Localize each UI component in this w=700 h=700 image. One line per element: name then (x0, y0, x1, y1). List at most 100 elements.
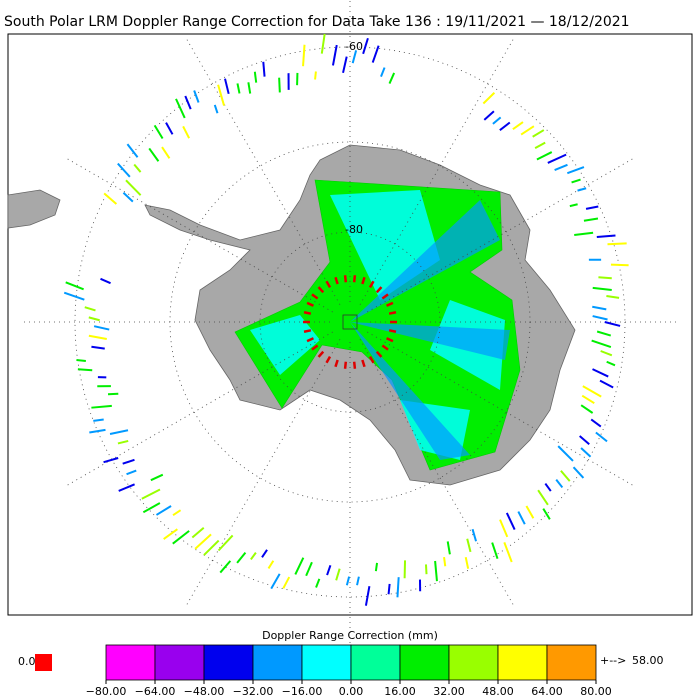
track (386, 337, 394, 343)
track (396, 577, 400, 598)
track (315, 578, 321, 588)
track (503, 542, 513, 563)
track (520, 125, 535, 136)
above-range-label: 58.00 (632, 654, 664, 667)
track (387, 583, 391, 595)
track (579, 435, 590, 446)
track (303, 329, 312, 333)
track (492, 116, 502, 125)
track (532, 129, 545, 138)
track (109, 429, 129, 435)
track (566, 166, 585, 175)
track (361, 359, 366, 368)
colorbar-tick-label: −64.00 (135, 685, 176, 698)
colorbar-swatch (448, 644, 499, 681)
track (368, 356, 375, 364)
track (236, 551, 247, 564)
track (334, 359, 339, 368)
map: -60 -80 (7, 0, 693, 652)
track (598, 276, 612, 280)
track (499, 519, 509, 538)
track (63, 291, 85, 301)
track (303, 311, 312, 315)
track (577, 187, 587, 192)
track (203, 539, 220, 556)
track (325, 280, 332, 288)
track (325, 356, 332, 364)
colorbar-label: Doppler Range Correction (mm) (262, 629, 438, 642)
graticule (359, 339, 516, 608)
track (583, 217, 599, 222)
track (262, 61, 266, 77)
track (343, 361, 348, 369)
colorbar-tick-label: 64.00 (531, 685, 563, 698)
track (582, 385, 602, 398)
track (364, 586, 371, 606)
track (380, 67, 386, 77)
track (607, 242, 627, 246)
track (443, 556, 447, 567)
colorbar-tick-label: −16.00 (282, 685, 323, 698)
track (585, 205, 599, 210)
track (302, 44, 306, 67)
track (122, 458, 135, 465)
latitude-label: -60 (345, 40, 363, 53)
track (172, 530, 190, 545)
track (326, 564, 332, 576)
track (142, 502, 161, 514)
colorbar-swatch (154, 644, 205, 681)
track (525, 505, 535, 519)
colorbar-tick-label: 80.00 (580, 685, 612, 698)
track (351, 50, 358, 64)
track (581, 394, 595, 405)
colorbar-swatch (497, 644, 548, 681)
track (600, 350, 613, 357)
track (569, 203, 578, 208)
track (194, 533, 212, 550)
track (596, 234, 616, 239)
track (592, 305, 607, 311)
track (381, 293, 389, 300)
track (148, 147, 160, 162)
track (544, 483, 552, 492)
track (253, 71, 258, 83)
track (335, 568, 341, 581)
track (155, 505, 172, 516)
track (270, 573, 281, 590)
track (217, 534, 234, 552)
track (352, 361, 357, 369)
graticule (64, 156, 333, 313)
track (590, 418, 602, 428)
track (320, 33, 326, 54)
track (88, 316, 100, 322)
colorbar-swatch (546, 644, 597, 681)
track (491, 542, 499, 559)
colorbar-swatch (301, 644, 352, 681)
track (236, 83, 241, 94)
track (434, 560, 438, 582)
colorbar-swatch (399, 644, 450, 681)
track (352, 275, 357, 283)
track (361, 276, 366, 285)
latitude-label: -80 (345, 223, 363, 236)
colorbar-swatch (350, 644, 401, 681)
colorbar-tick-label: −32.00 (233, 685, 274, 698)
track (88, 334, 107, 340)
track (368, 280, 375, 288)
track (375, 350, 383, 358)
graticule (184, 36, 341, 305)
track (542, 508, 551, 520)
graticule (64, 331, 333, 488)
track (592, 368, 609, 378)
track (84, 306, 96, 312)
colorbar-tick-label: 48.00 (482, 685, 514, 698)
track (117, 439, 129, 445)
track (126, 143, 139, 158)
graticule (367, 331, 636, 488)
colorbar-swatch (105, 644, 156, 681)
track (381, 344, 389, 351)
track (580, 404, 594, 414)
swath (250, 190, 505, 460)
track (517, 511, 526, 525)
track (560, 470, 571, 482)
